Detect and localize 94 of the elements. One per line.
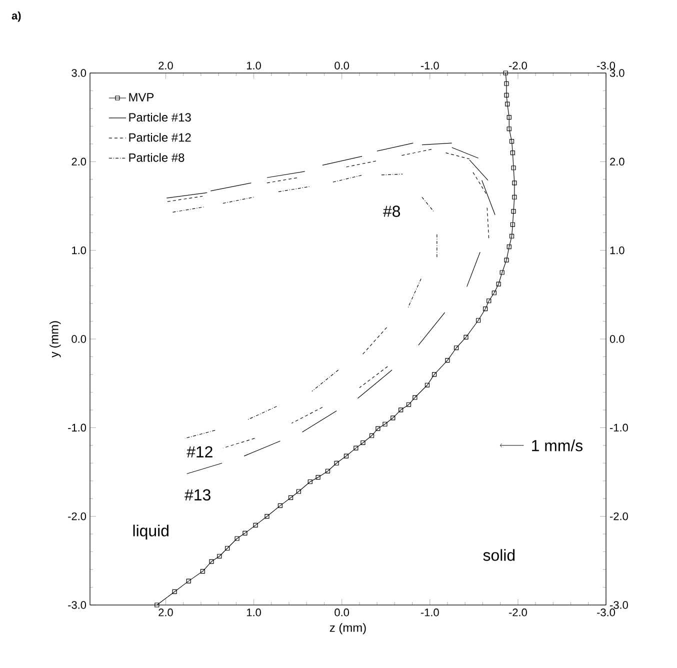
legend-label: MVP: [129, 93, 154, 102]
point: [264, 514, 270, 519]
point: [308, 479, 312, 484]
point: [406, 402, 412, 407]
x-tick-label: -2.0: [508, 62, 527, 70]
x2-tick-label: 2.0: [158, 608, 173, 616]
point: [504, 92, 509, 98]
point: [505, 102, 510, 106]
y-tick-label: -1.0: [68, 424, 86, 432]
point: [316, 475, 320, 480]
point: [511, 166, 516, 170]
point: [253, 522, 258, 528]
y2-tick-label: 1.0: [610, 246, 624, 254]
legend-label: Particle #12: [129, 132, 191, 142]
point: [354, 446, 358, 450]
point: [504, 81, 509, 86]
point: [369, 433, 374, 438]
point: [512, 180, 517, 186]
point: [504, 258, 509, 262]
point: [509, 234, 514, 238]
point: [382, 422, 388, 426]
point: [509, 138, 514, 144]
y2-tick-label: -3.0: [610, 601, 628, 609]
point: [225, 546, 230, 551]
point: [360, 440, 366, 446]
y2-tick-label: 2.0: [610, 158, 624, 166]
point: [234, 536, 240, 541]
annotation: #13: [184, 489, 210, 501]
point: [186, 578, 191, 584]
point: [510, 150, 515, 156]
legend-label: Particle #8: [129, 153, 184, 162]
point: [344, 454, 349, 458]
point: [454, 346, 459, 350]
text: a): [12, 12, 21, 22]
x2-tick-label: 1.0: [246, 608, 261, 616]
point: [496, 282, 501, 286]
x-tick-label: 1.0: [246, 62, 261, 70]
point: [412, 395, 418, 400]
point: [288, 495, 294, 500]
point: [510, 222, 515, 227]
point: [506, 115, 512, 120]
point: [506, 126, 512, 132]
annotation: #12: [186, 446, 212, 458]
point: [200, 569, 205, 574]
y2-tick-label: -2.0: [610, 512, 628, 520]
y-tick-label: 3.0: [72, 69, 86, 77]
x2-tick-label: -1.0: [420, 608, 439, 616]
point: [500, 270, 504, 275]
point: [217, 554, 222, 559]
y2-tick-label: 0.0: [610, 335, 624, 343]
point: [503, 70, 508, 76]
y-tick-label: 1.0: [72, 246, 86, 254]
point: [464, 334, 468, 340]
point: [506, 244, 512, 250]
x-tick-label: -1.0: [420, 62, 439, 70]
point: [390, 416, 396, 420]
y2-tick-label: -1.0: [610, 424, 628, 432]
x2-tick-label: -2.0: [508, 608, 527, 616]
x-tick-label: 0.0: [334, 62, 350, 70]
x-axis-title: z (mm): [330, 623, 366, 634]
point: [424, 382, 430, 388]
point: [398, 408, 404, 412]
point: [512, 194, 517, 200]
point: [376, 426, 380, 431]
point: [242, 530, 248, 536]
x-tick-label: -3.0: [597, 62, 616, 70]
point: [511, 209, 516, 214]
point: [278, 503, 282, 508]
x2-tick-label: -3.0: [597, 608, 616, 616]
y-axis-title: y (mm): [50, 321, 61, 358]
annotation: liquid: [133, 524, 168, 540]
annotation: 1 mm/s: [532, 440, 583, 452]
point: [334, 460, 339, 466]
point: [296, 489, 301, 494]
legend-label: Particle #13: [129, 112, 191, 122]
annotation: #8: [383, 206, 400, 217]
point: [445, 358, 450, 363]
x-tick-label: 2.0: [158, 62, 173, 70]
point: [209, 559, 214, 564]
y-tick-label: -2.0: [68, 512, 86, 520]
y-tick-label: -3.0: [68, 601, 86, 609]
y-tick-label: 2.0: [72, 158, 86, 166]
point: [486, 298, 492, 304]
point: [432, 372, 437, 377]
point: [154, 602, 160, 608]
point: [172, 589, 177, 594]
point: [325, 468, 330, 474]
y2-tick-label: 3.0: [610, 69, 624, 77]
y-tick-label: 0.0: [72, 335, 86, 343]
point: [476, 318, 481, 323]
point: [483, 306, 488, 312]
x2-tick-label: 0.0: [334, 608, 350, 616]
point: [492, 290, 496, 296]
annotation: solid: [483, 549, 515, 561]
